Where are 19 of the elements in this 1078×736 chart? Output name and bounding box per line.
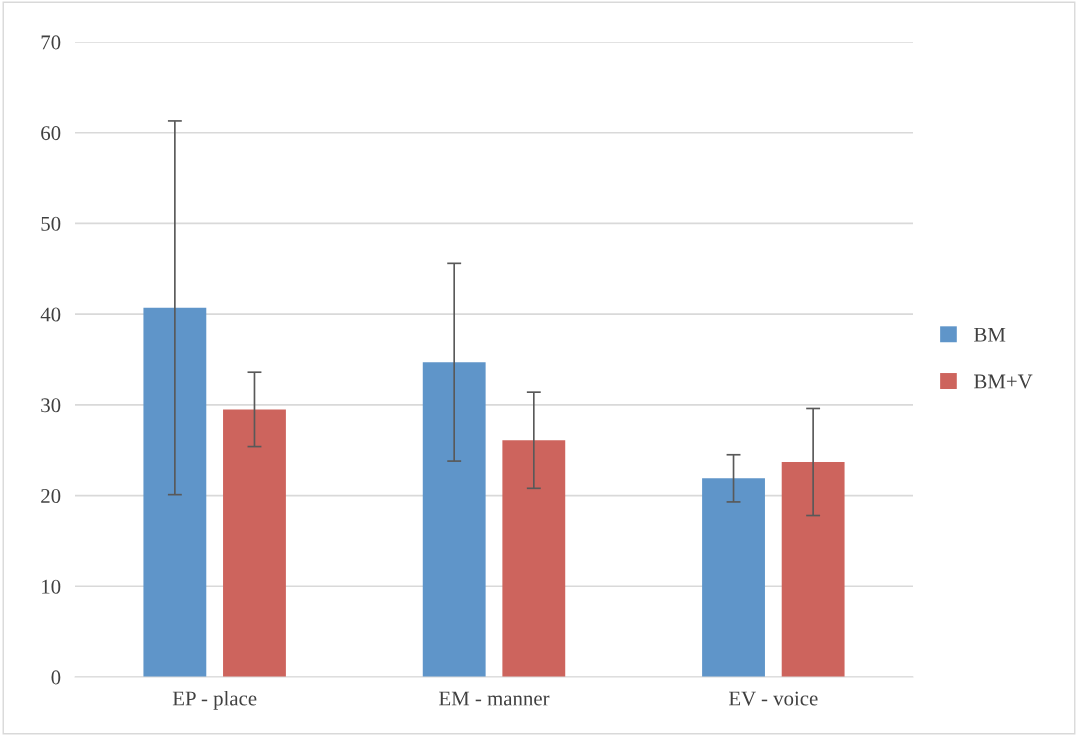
legend-label: BM+V bbox=[974, 374, 1033, 389]
y-tick-label: 10 bbox=[42, 579, 61, 594]
bar bbox=[223, 409, 286, 677]
y-tick-label: 50 bbox=[41, 216, 61, 231]
bar bbox=[422, 362, 486, 677]
y-tick-label: 40 bbox=[40, 307, 61, 322]
legend-label: BM bbox=[974, 327, 1006, 342]
y-tick-label: 30 bbox=[41, 398, 61, 413]
y-tick-label: 0 bbox=[51, 670, 61, 685]
bar bbox=[702, 478, 765, 677]
x-tick-label: EV - voice bbox=[728, 691, 818, 706]
bar bbox=[502, 440, 566, 677]
bar bbox=[781, 462, 845, 677]
y-tick-label: 60 bbox=[41, 126, 61, 141]
x-tick-label: EM - manner bbox=[439, 691, 550, 706]
y-tick-label: 20 bbox=[41, 488, 61, 503]
y-tick-label: 70 bbox=[41, 35, 61, 50]
bar bbox=[143, 307, 207, 677]
x-tick-label: EP - place bbox=[172, 690, 257, 710]
